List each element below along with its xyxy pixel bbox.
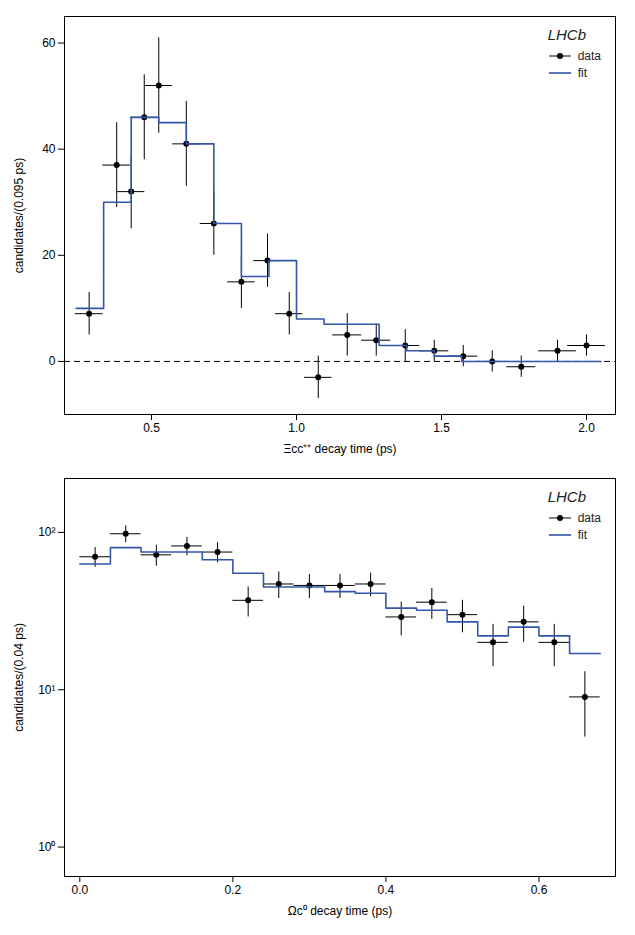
svg-text:0.6: 0.6: [531, 883, 548, 897]
html-text:LHCb: LHCb: [547, 488, 586, 505]
svg-text:1.5: 1.5: [433, 421, 450, 435]
html-text:fit: fit: [577, 528, 587, 542]
svg-text:40: 40: [42, 142, 56, 156]
svg-text:10¹: 10¹: [38, 683, 55, 697]
html-text:LHCb: LHCb: [547, 26, 586, 43]
svg-text:candidates/(0.04 ps): candidates/(0.04 ps): [12, 623, 26, 732]
svg-text:0: 0: [49, 354, 56, 368]
html-text:fit: fit: [577, 66, 587, 80]
svg-text:Ωc⁰ decay time (ps): Ωc⁰ decay time (ps): [288, 904, 392, 918]
svg-text:10²: 10²: [38, 525, 55, 539]
svg-text:Ξcc⁺⁺ decay time (ps): Ξcc⁺⁺ decay time (ps): [283, 442, 396, 456]
svg-text:20: 20: [42, 248, 56, 262]
svg-text:2.0: 2.0: [578, 421, 595, 435]
svg-text:candidates/(0.095 ps): candidates/(0.095 ps): [12, 158, 26, 273]
svg-text:1.0: 1.0: [288, 421, 305, 435]
svg-text:10⁰: 10⁰: [38, 840, 55, 854]
svg-text:0.5: 0.5: [143, 421, 160, 435]
html-text:data: data: [577, 49, 601, 63]
html-text:data: data: [577, 511, 601, 525]
svg-text:0.0: 0.0: [71, 883, 88, 897]
svg-text:0.4: 0.4: [378, 883, 395, 897]
svg-text:60: 60: [42, 36, 56, 50]
svg-text:0.2: 0.2: [225, 883, 242, 897]
